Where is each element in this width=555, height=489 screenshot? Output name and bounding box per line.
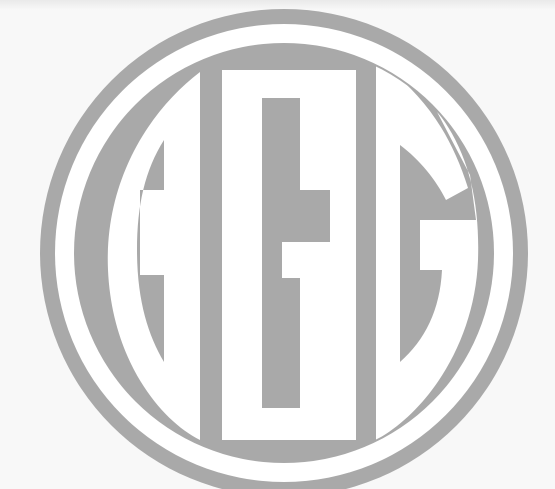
- left-g-letter: [107, 45, 200, 440]
- top-shadow: [0, 0, 555, 10]
- middle-g-letter: [222, 70, 356, 440]
- monogram-letters: [107, 45, 479, 440]
- right-g-letter: [376, 45, 479, 440]
